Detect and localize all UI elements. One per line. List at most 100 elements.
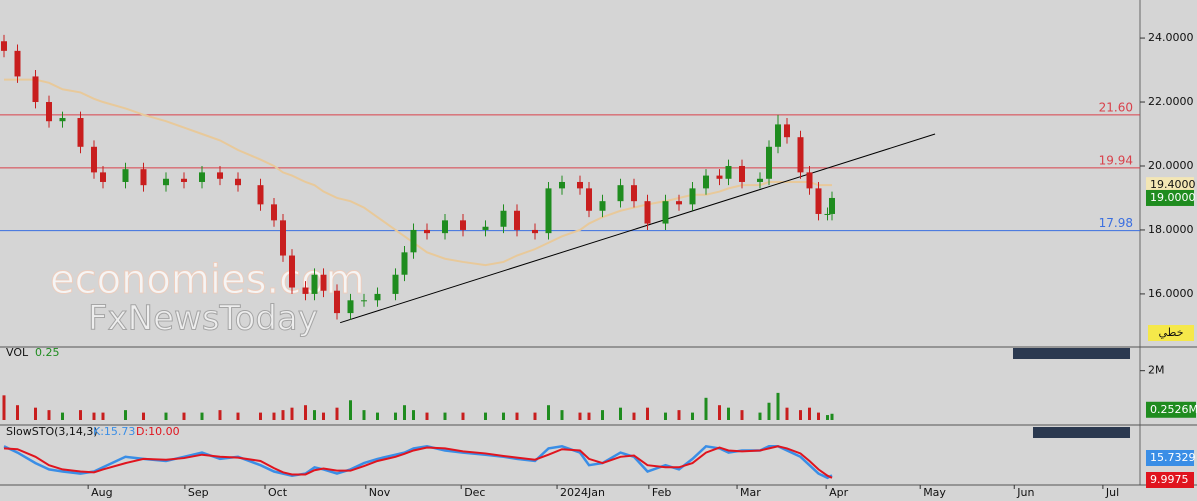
volume-bar: [646, 407, 649, 420]
candle-body: [361, 300, 367, 302]
volume-label: VOL: [6, 346, 29, 359]
panel-toolbar[interactable]: [1013, 348, 1130, 359]
candle-body: [59, 118, 66, 122]
candle-body: [46, 102, 52, 122]
candle-body: [532, 229, 538, 234]
volume-bar: [101, 412, 105, 420]
volume-bar: [61, 412, 64, 420]
x-tick-label: 2024Jan: [560, 486, 605, 499]
volume-bar: [533, 412, 537, 420]
y-tick-label: 16.0000: [1148, 287, 1194, 300]
candle-body: [410, 229, 417, 253]
candle-body: [302, 287, 309, 294]
volume-bar: [785, 407, 789, 420]
stochastic-tag-label: 15.7329: [1150, 451, 1196, 464]
volume-bar: [142, 412, 145, 420]
volume-bar: [182, 412, 186, 420]
volume-bar: [502, 412, 505, 420]
x-tick-label: Sep: [188, 486, 209, 499]
volume-bar: [461, 412, 465, 420]
stochastic-label: SlowSTO(3,14,3): [6, 425, 98, 438]
x-tick-label: Feb: [652, 486, 671, 499]
volume-bar: [164, 412, 168, 420]
side-label: خطي: [1159, 326, 1184, 339]
stochastic-d-line: [3, 445, 833, 479]
candle-body: [716, 175, 723, 179]
level-label: 19.94: [1099, 153, 1133, 167]
candle-body: [482, 226, 489, 230]
candle-body: [739, 165, 745, 182]
candle-body: [577, 181, 583, 189]
volume-bar: [758, 412, 762, 420]
volume-bar: [322, 412, 325, 420]
candle-body: [199, 172, 205, 182]
x-tick-label: Aug: [91, 486, 112, 499]
candle-body: [545, 188, 552, 234]
volume-bar: [830, 413, 834, 420]
x-tick-label: Apr: [829, 486, 849, 499]
candle-body: [163, 178, 169, 186]
candle-body: [14, 50, 21, 77]
x-tick-label: May: [923, 486, 946, 499]
candle-body: [77, 118, 84, 147]
volume-bar: [425, 412, 429, 420]
level-label: 21.60: [1099, 100, 1133, 114]
volume-bar: [34, 407, 37, 420]
stochastic-d: D:10.00: [136, 425, 180, 438]
volume-bar: [259, 412, 262, 420]
volume-bar: [124, 410, 127, 420]
volume-bar: [394, 412, 397, 420]
volume-bar: [335, 407, 339, 420]
x-tick-label: Mar: [740, 486, 761, 499]
volume-tick-label: 2M: [1148, 364, 1165, 377]
volume-bar: [632, 412, 636, 420]
volume-bar: [727, 407, 730, 420]
y-tick-label: 20.0000: [1148, 159, 1194, 172]
candle-body: [392, 274, 399, 294]
candle-body: [644, 201, 651, 224]
volume-bar: [200, 412, 204, 420]
candle-body: [32, 76, 39, 103]
volume-bar: [79, 410, 82, 420]
volume-bar: [92, 412, 96, 420]
candle-body: [757, 178, 763, 182]
candle-body: [271, 204, 277, 221]
x-tick-label: Dec: [464, 486, 485, 499]
candle-body: [631, 185, 637, 202]
volume-bar: [290, 407, 294, 420]
x-tick-label: Jul: [1105, 486, 1119, 499]
volume-bar: [362, 410, 366, 420]
volume-bar: [817, 412, 820, 420]
volume-tag-label: 0.2526M: [1150, 403, 1197, 416]
volume-bar: [443, 412, 447, 420]
candle-body: [424, 229, 430, 234]
candle-body: [824, 213, 831, 215]
candle-body: [617, 185, 624, 202]
candle-body: [311, 274, 318, 294]
volume-bar: [412, 410, 415, 420]
x-tick-label: Nov: [369, 486, 391, 499]
candle-body: [514, 210, 520, 230]
y-tick-label: 24.0000: [1148, 31, 1194, 44]
stochastic-tag: [1146, 472, 1194, 488]
volume-bar: [740, 410, 744, 420]
stochastic-k: K:15.73: [93, 425, 135, 438]
volume-bar: [272, 412, 276, 420]
panel-toolbar[interactable]: [1033, 427, 1130, 438]
volume-value: 0.25: [35, 346, 60, 359]
candle-body: [140, 169, 147, 186]
candle-body: [689, 188, 696, 205]
volume-bar: [218, 410, 222, 420]
volume-bar: [587, 412, 591, 420]
candle-body: [725, 165, 732, 179]
volume-bar: [826, 415, 829, 420]
volume-bar: [664, 412, 667, 420]
candle-body: [280, 220, 286, 256]
candle-body: [374, 293, 381, 301]
candle-body: [100, 172, 106, 182]
candle-body: [797, 137, 804, 173]
volume-bar: [808, 407, 811, 420]
volume-bar: [560, 410, 564, 420]
volume-bar: [484, 412, 487, 420]
volume-bar: [236, 412, 240, 420]
